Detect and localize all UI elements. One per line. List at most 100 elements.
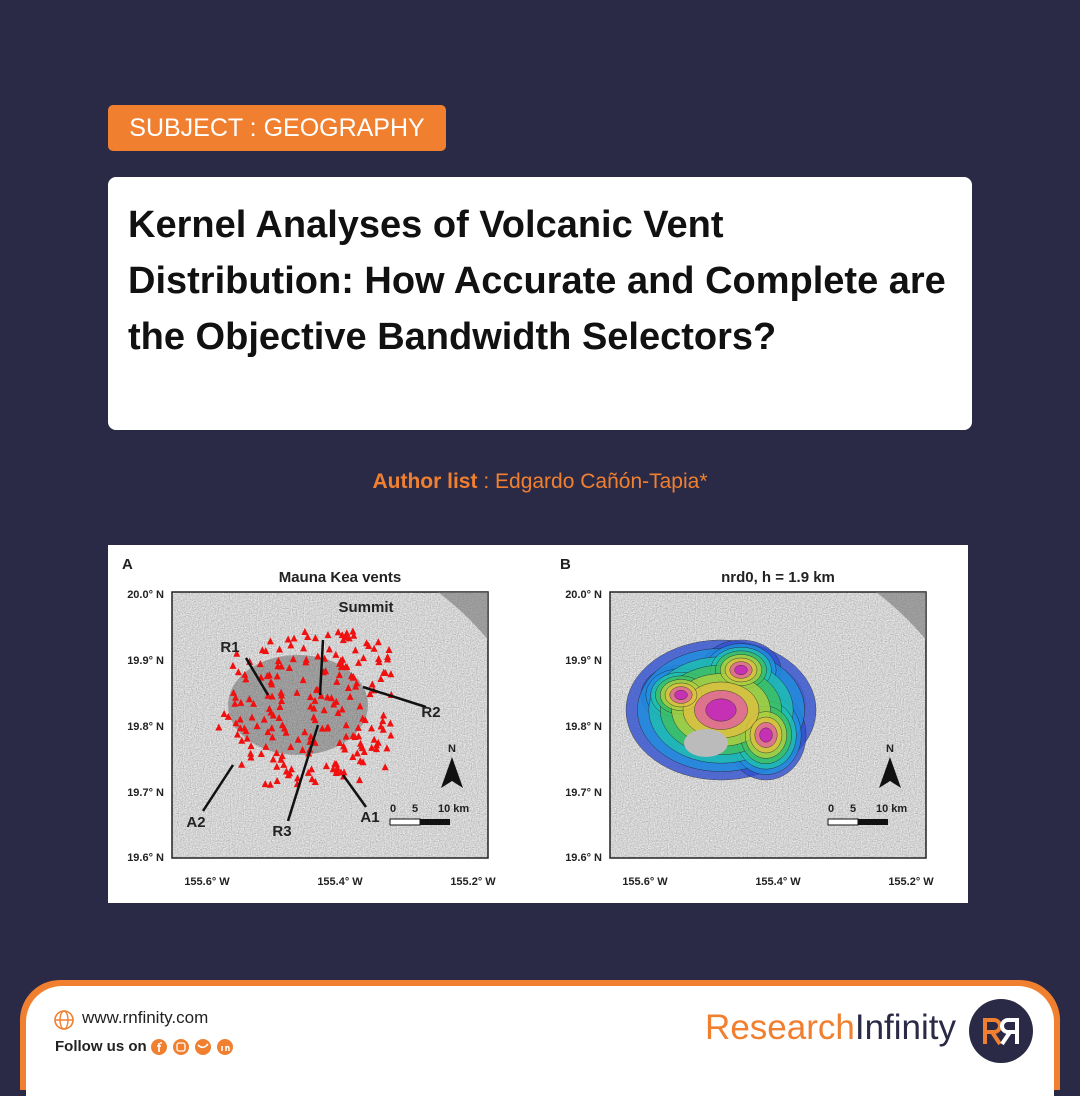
vent-marker [276, 703, 284, 711]
vent-marker [387, 731, 395, 739]
vent-marker [306, 692, 314, 700]
vent-marker [360, 747, 368, 755]
vent-marker [287, 743, 295, 751]
vent-marker [355, 658, 363, 666]
vent-marker [261, 780, 269, 788]
vent-marker [245, 695, 253, 703]
vent-marker [230, 688, 238, 696]
vent-marker [268, 692, 276, 700]
vent-marker [293, 688, 301, 696]
instagram-icon[interactable] [173, 1039, 189, 1055]
vent-marker [250, 699, 258, 707]
map-frame [609, 591, 927, 859]
y-tick-label: 19.9° N [127, 655, 164, 667]
y-tick-label: 19.6° N [565, 852, 602, 864]
annotation-label: Summit [338, 599, 393, 616]
scale-label: 5 [850, 803, 856, 815]
vent-marker [308, 765, 316, 773]
vent-marker [234, 668, 242, 676]
vent-marker [343, 663, 351, 671]
vent-marker [381, 763, 389, 771]
annotation-label: R3 [272, 823, 291, 840]
follow-text: Follow us on [55, 1038, 147, 1055]
authors: Edgardo Cañón-Tapia* [495, 470, 708, 493]
vent-marker [269, 755, 277, 763]
vent-marker [264, 728, 272, 736]
vent-marker [356, 757, 364, 765]
scale-bar-white [389, 818, 421, 826]
vent-marker [312, 685, 320, 693]
vent-marker [266, 780, 274, 788]
vent-marker [349, 752, 357, 760]
vent-marker [380, 711, 388, 719]
vent-marker [287, 641, 295, 649]
vent-marker [351, 646, 359, 654]
vent-marker [338, 631, 346, 639]
vent-marker [290, 634, 298, 642]
vent-marker [311, 778, 319, 786]
y-tick-label: 20.0° N [127, 589, 164, 601]
north-label: N [886, 743, 894, 755]
annotation-arrow [341, 774, 368, 808]
author-separator: : [483, 470, 490, 493]
vent-marker [346, 692, 354, 700]
title-box: Kernel Analyses of Volcanic Vent Distrib… [108, 177, 972, 430]
vent-marker [273, 749, 281, 757]
vent-marker [253, 722, 261, 730]
scale-bar-black [420, 819, 450, 825]
vent-marker [342, 732, 350, 740]
figure-panel: A Mauna Kea vents 20.0° N 19.9° N 19.8° N 19.… [122, 556, 496, 888]
globe-icon [54, 1010, 74, 1030]
y-tick-label: 19.7° N [565, 787, 602, 799]
panel-letter: A [122, 556, 133, 573]
vent-marker [241, 670, 249, 678]
vent-marker [354, 723, 362, 731]
annotation-arrow [318, 639, 325, 696]
vent-marker [342, 721, 350, 729]
density-contour [759, 727, 773, 743]
vent-marker [375, 655, 383, 663]
footer [26, 986, 1054, 1096]
y-tick-label: 19.7° N [127, 787, 164, 799]
vent-marker [335, 659, 343, 667]
vent-marker [301, 628, 309, 636]
panel-letter: B [560, 556, 571, 573]
vent-marker [268, 724, 276, 732]
vent-marker [353, 679, 361, 687]
vent-marker [257, 750, 265, 758]
vent-marker [331, 759, 339, 767]
vent-marker [287, 765, 295, 773]
vent-marker [338, 705, 346, 713]
vent-marker [368, 680, 376, 688]
vent-marker [262, 646, 270, 654]
vent-marker [268, 733, 276, 741]
vent-marker [372, 745, 380, 753]
vent-marker [307, 732, 315, 740]
vent-marker [324, 723, 332, 731]
x-tick-label: 155.4° W [755, 876, 801, 888]
vent-marker [304, 768, 312, 776]
vent-marker [265, 671, 273, 679]
vent-marker [339, 655, 347, 663]
vent-marker [356, 776, 364, 784]
vent-marker [260, 715, 268, 723]
vent-marker [375, 658, 383, 666]
vent-marker [334, 628, 342, 636]
vent-marker [333, 677, 341, 685]
vent-marker [274, 662, 282, 670]
scale-label: 0 [828, 803, 834, 815]
scale-bar-black [858, 819, 888, 825]
vent-marker [341, 745, 349, 753]
scale-label: 5 [412, 803, 418, 815]
logo [969, 999, 1033, 1063]
vent-marker [379, 717, 387, 725]
annotation-label: A1 [360, 809, 379, 826]
vent-marker [301, 728, 309, 736]
vent-marker [377, 722, 385, 730]
vent-marker [370, 644, 378, 652]
vent-marker [269, 711, 277, 719]
linkedin-icon[interactable] [217, 1039, 233, 1055]
x-tick-label: 155.2° W [888, 876, 934, 888]
north-label: N [448, 743, 456, 755]
vent-marker [265, 704, 273, 712]
